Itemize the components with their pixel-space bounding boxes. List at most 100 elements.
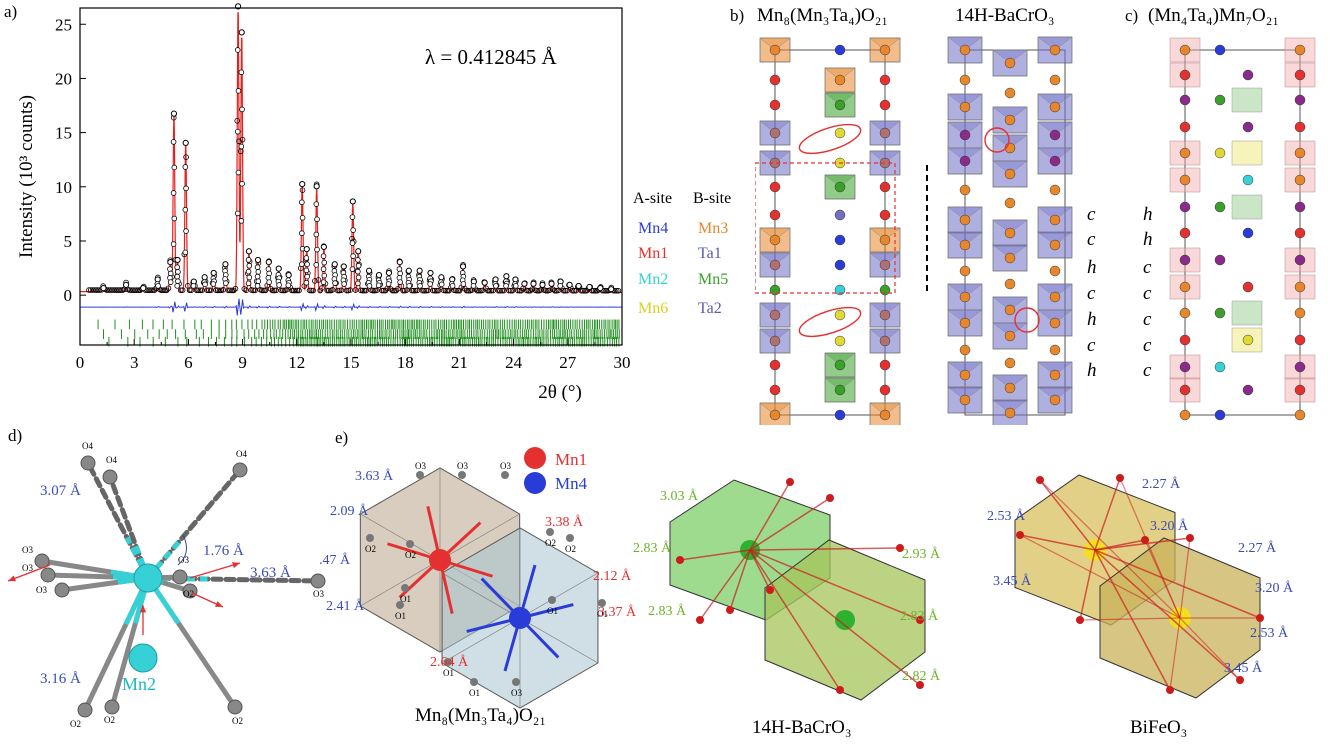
- green-bond: [679, 549, 751, 561]
- observed-point: [613, 287, 620, 294]
- atom-b1: [879, 209, 891, 221]
- observed-point: [355, 274, 362, 281]
- oxygen-label: O3: [511, 688, 522, 698]
- distance-label: 3.37 Å: [598, 604, 637, 620]
- polyhedron-mn1-edge: [360, 559, 441, 607]
- observed-point: [158, 287, 165, 294]
- observed-point: [313, 262, 320, 268]
- oxygen-label: O3: [415, 461, 426, 471]
- atom-c: [1294, 147, 1306, 159]
- observed-point: [294, 287, 301, 294]
- atom-c: [1294, 69, 1306, 81]
- stacking-b-6: c: [1087, 335, 1096, 356]
- observed-point: [114, 287, 121, 293]
- polyhedron-b2-face: [1037, 206, 1073, 221]
- observed-point: [488, 287, 495, 294]
- observed-point: [320, 279, 327, 285]
- atom-c: [1294, 44, 1306, 56]
- atom-c-mid: [1242, 334, 1254, 346]
- atom-c: [1294, 121, 1306, 133]
- atom-c-mid: [1242, 281, 1254, 293]
- atom-b2-mid: [1004, 357, 1016, 369]
- polyhedron-b1-face: [759, 150, 791, 164]
- yellow-bond: [1094, 477, 1121, 551]
- observed-peak-point: [396, 259, 403, 266]
- oxygen-atom: [766, 586, 774, 594]
- observed-peak-point: [320, 243, 327, 251]
- a-site-mn4: Mn4: [638, 220, 669, 237]
- mn2-atom-lower: [128, 643, 158, 673]
- atom-b2: [959, 155, 971, 167]
- distance-label: 2.83 Å: [633, 540, 672, 556]
- observed-peak-point: [355, 248, 362, 255]
- x-axis-label: 2θ (°): [538, 382, 582, 403]
- observed-point: [409, 287, 415, 294]
- yellow-bond: [1179, 537, 1191, 619]
- distance-label: 3.20 Å: [1255, 580, 1294, 596]
- polyhedron-b1-face: [869, 227, 901, 241]
- observed-point: [314, 246, 320, 253]
- observed-point: [252, 287, 258, 294]
- observed-point: [254, 273, 261, 280]
- a-site-mn1: Mn1: [638, 245, 669, 262]
- observed-point: [444, 287, 451, 294]
- observed-peak-point: [174, 256, 181, 264]
- atom-b1-mid: [834, 335, 846, 347]
- oxygen-atom: [548, 596, 556, 604]
- observed-point: [395, 286, 401, 292]
- observed-point: [197, 287, 203, 294]
- observed-point: [146, 287, 152, 293]
- atom-b2-mid: [1004, 87, 1016, 99]
- observed-peak-point: [201, 274, 208, 281]
- atom-b2: [1049, 155, 1061, 167]
- atom-c-mid: [1214, 147, 1226, 159]
- observed-point: [116, 287, 122, 293]
- x-tick-label: 6: [184, 353, 193, 372]
- observed-peak-point: [521, 280, 528, 287]
- observed-point: [182, 164, 189, 170]
- poly1-caption: Mn₈(Mn₃Ta₄)O₂₁: [415, 705, 546, 726]
- atom-b1-mid: [834, 259, 846, 271]
- observed-point: [525, 287, 532, 294]
- oxygen-atom: [836, 686, 844, 694]
- observed-peak-point: [349, 198, 356, 205]
- mn2-coordination-diagram: O4 O4 O4 O3 O3 O3 O3 O3 O2 O2 O2 O2 3.07 Å 1.76 Å 3.63…: [7, 441, 326, 729]
- observed-point: [174, 264, 180, 271]
- observed-point: [245, 280, 252, 287]
- displacement-arrow: [7, 564, 51, 582]
- atom-c-mid: [1214, 44, 1226, 56]
- b-site-header: B-site: [693, 190, 732, 207]
- oxygen-label: O4: [236, 449, 247, 459]
- atom-b2-mid: [1004, 168, 1016, 180]
- observed-point: [135, 287, 142, 293]
- observed-peak-point: [313, 183, 320, 190]
- observed-point: [234, 128, 241, 135]
- distance-label: 3.16 Å: [40, 671, 81, 687]
- distance-label: 3.07 Å: [40, 483, 81, 499]
- atom-b1: [879, 335, 891, 347]
- atom-b1-mid: [834, 234, 846, 246]
- observed-point: [245, 257, 252, 263]
- atom-c-mid: [1242, 121, 1254, 133]
- observed-point: [385, 281, 392, 287]
- green-bond: [729, 549, 751, 611]
- polyhedron-b1-face: [869, 120, 901, 134]
- observed-point: [183, 185, 189, 192]
- observed-point: [254, 283, 261, 289]
- atom-b2-mid: [1004, 304, 1016, 316]
- atom-c: [1294, 254, 1306, 266]
- distance-label: 2.27 Å: [1238, 540, 1277, 556]
- wavelength-annotation: λ = 0.412845 Å: [425, 45, 558, 69]
- observed-peak-point: [210, 269, 217, 277]
- mn4-atom: [509, 607, 531, 629]
- observed-point: [427, 281, 433, 287]
- atom-c: [1179, 69, 1191, 81]
- atom-b1-mid: [834, 384, 846, 396]
- y-tick-label: 5: [64, 232, 73, 251]
- atom-b2: [1049, 265, 1061, 277]
- atom-b1: [879, 99, 891, 111]
- polyhedron-b1-mid-face: [824, 377, 856, 391]
- distance-label: 3.63 Å: [250, 565, 291, 581]
- yellow-bond: [1144, 539, 1181, 619]
- observed-point: [278, 287, 285, 294]
